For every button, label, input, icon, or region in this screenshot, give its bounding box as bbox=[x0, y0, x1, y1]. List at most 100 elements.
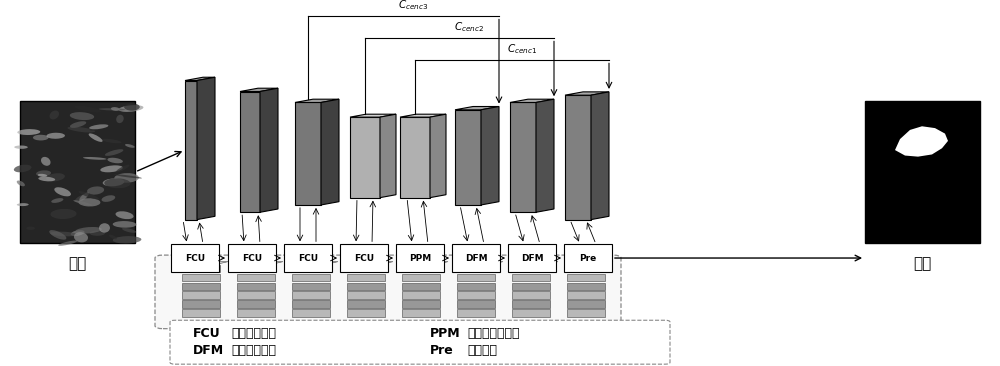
Polygon shape bbox=[402, 262, 448, 264]
Polygon shape bbox=[350, 114, 396, 117]
Bar bbox=[182, 291, 220, 299]
Bar bbox=[512, 283, 550, 290]
Text: 预测模块: 预测模块 bbox=[468, 344, 498, 357]
Ellipse shape bbox=[50, 111, 59, 119]
Ellipse shape bbox=[99, 223, 110, 233]
Bar bbox=[347, 309, 385, 317]
Ellipse shape bbox=[75, 227, 102, 234]
Bar bbox=[182, 283, 220, 290]
Ellipse shape bbox=[109, 235, 117, 239]
Ellipse shape bbox=[116, 165, 130, 172]
Ellipse shape bbox=[70, 112, 94, 120]
Ellipse shape bbox=[83, 157, 107, 160]
FancyBboxPatch shape bbox=[170, 320, 670, 364]
Bar bbox=[228, 244, 276, 272]
Bar bbox=[237, 274, 275, 281]
Ellipse shape bbox=[50, 209, 77, 219]
Bar bbox=[182, 309, 220, 317]
Ellipse shape bbox=[103, 178, 124, 186]
Bar bbox=[182, 265, 220, 272]
Text: FCU: FCU bbox=[185, 254, 205, 262]
Bar bbox=[564, 244, 612, 272]
Bar bbox=[457, 300, 495, 308]
Bar bbox=[292, 274, 330, 281]
Bar bbox=[402, 300, 440, 308]
Text: DFM: DFM bbox=[465, 254, 487, 262]
Polygon shape bbox=[455, 110, 481, 205]
Bar bbox=[182, 300, 220, 308]
Bar bbox=[340, 244, 388, 272]
Bar bbox=[20, 101, 135, 243]
Polygon shape bbox=[240, 92, 260, 212]
Text: Pre: Pre bbox=[579, 254, 597, 262]
Bar bbox=[347, 300, 385, 308]
Bar bbox=[182, 274, 220, 281]
Ellipse shape bbox=[100, 165, 123, 172]
Ellipse shape bbox=[49, 230, 66, 240]
Ellipse shape bbox=[78, 191, 99, 199]
Ellipse shape bbox=[50, 232, 78, 236]
Ellipse shape bbox=[33, 135, 49, 141]
Bar bbox=[457, 265, 495, 272]
Polygon shape bbox=[185, 77, 215, 81]
Polygon shape bbox=[536, 99, 554, 212]
Bar bbox=[292, 265, 330, 272]
Bar bbox=[292, 283, 330, 290]
Ellipse shape bbox=[78, 198, 100, 206]
Ellipse shape bbox=[71, 230, 85, 236]
Bar bbox=[171, 244, 219, 272]
Text: PPM: PPM bbox=[409, 254, 431, 262]
Ellipse shape bbox=[70, 121, 86, 128]
Bar bbox=[512, 309, 550, 317]
Ellipse shape bbox=[125, 144, 135, 148]
Ellipse shape bbox=[14, 165, 31, 172]
Ellipse shape bbox=[124, 103, 140, 111]
Bar bbox=[237, 265, 275, 272]
Ellipse shape bbox=[119, 105, 143, 112]
Polygon shape bbox=[430, 114, 446, 198]
Bar bbox=[292, 291, 330, 299]
Ellipse shape bbox=[46, 173, 65, 182]
Polygon shape bbox=[481, 107, 499, 205]
Text: Pre: Pre bbox=[430, 344, 454, 357]
Ellipse shape bbox=[75, 106, 101, 112]
Polygon shape bbox=[591, 92, 609, 220]
Text: $C_{cenc2}$: $C_{cenc2}$ bbox=[454, 20, 485, 34]
Ellipse shape bbox=[26, 227, 35, 230]
Text: $C_{cenc1}$: $C_{cenc1}$ bbox=[507, 42, 537, 56]
Ellipse shape bbox=[114, 174, 142, 178]
Polygon shape bbox=[510, 102, 536, 212]
Polygon shape bbox=[292, 262, 338, 264]
FancyBboxPatch shape bbox=[155, 255, 621, 329]
Bar bbox=[452, 244, 500, 272]
Ellipse shape bbox=[111, 107, 120, 111]
Polygon shape bbox=[185, 81, 197, 220]
Ellipse shape bbox=[99, 108, 125, 111]
Bar bbox=[865, 101, 980, 243]
Bar bbox=[402, 283, 440, 290]
Polygon shape bbox=[400, 117, 430, 198]
Polygon shape bbox=[347, 262, 393, 264]
Bar bbox=[567, 265, 605, 272]
Bar bbox=[567, 300, 605, 308]
Text: DFM: DFM bbox=[521, 254, 543, 262]
Ellipse shape bbox=[105, 149, 123, 156]
Polygon shape bbox=[455, 107, 499, 110]
Bar bbox=[457, 274, 495, 281]
Ellipse shape bbox=[113, 221, 136, 228]
Bar bbox=[508, 244, 556, 272]
Ellipse shape bbox=[74, 232, 88, 242]
Ellipse shape bbox=[17, 129, 40, 135]
Text: FCU: FCU bbox=[298, 254, 318, 262]
Bar bbox=[347, 283, 385, 290]
Bar bbox=[237, 300, 275, 308]
Bar bbox=[512, 291, 550, 299]
Ellipse shape bbox=[38, 174, 47, 177]
Bar bbox=[347, 291, 385, 299]
Bar bbox=[396, 244, 444, 272]
Ellipse shape bbox=[38, 177, 55, 181]
Bar bbox=[567, 309, 605, 317]
Polygon shape bbox=[182, 262, 228, 264]
Bar bbox=[402, 265, 440, 272]
Ellipse shape bbox=[116, 115, 124, 123]
